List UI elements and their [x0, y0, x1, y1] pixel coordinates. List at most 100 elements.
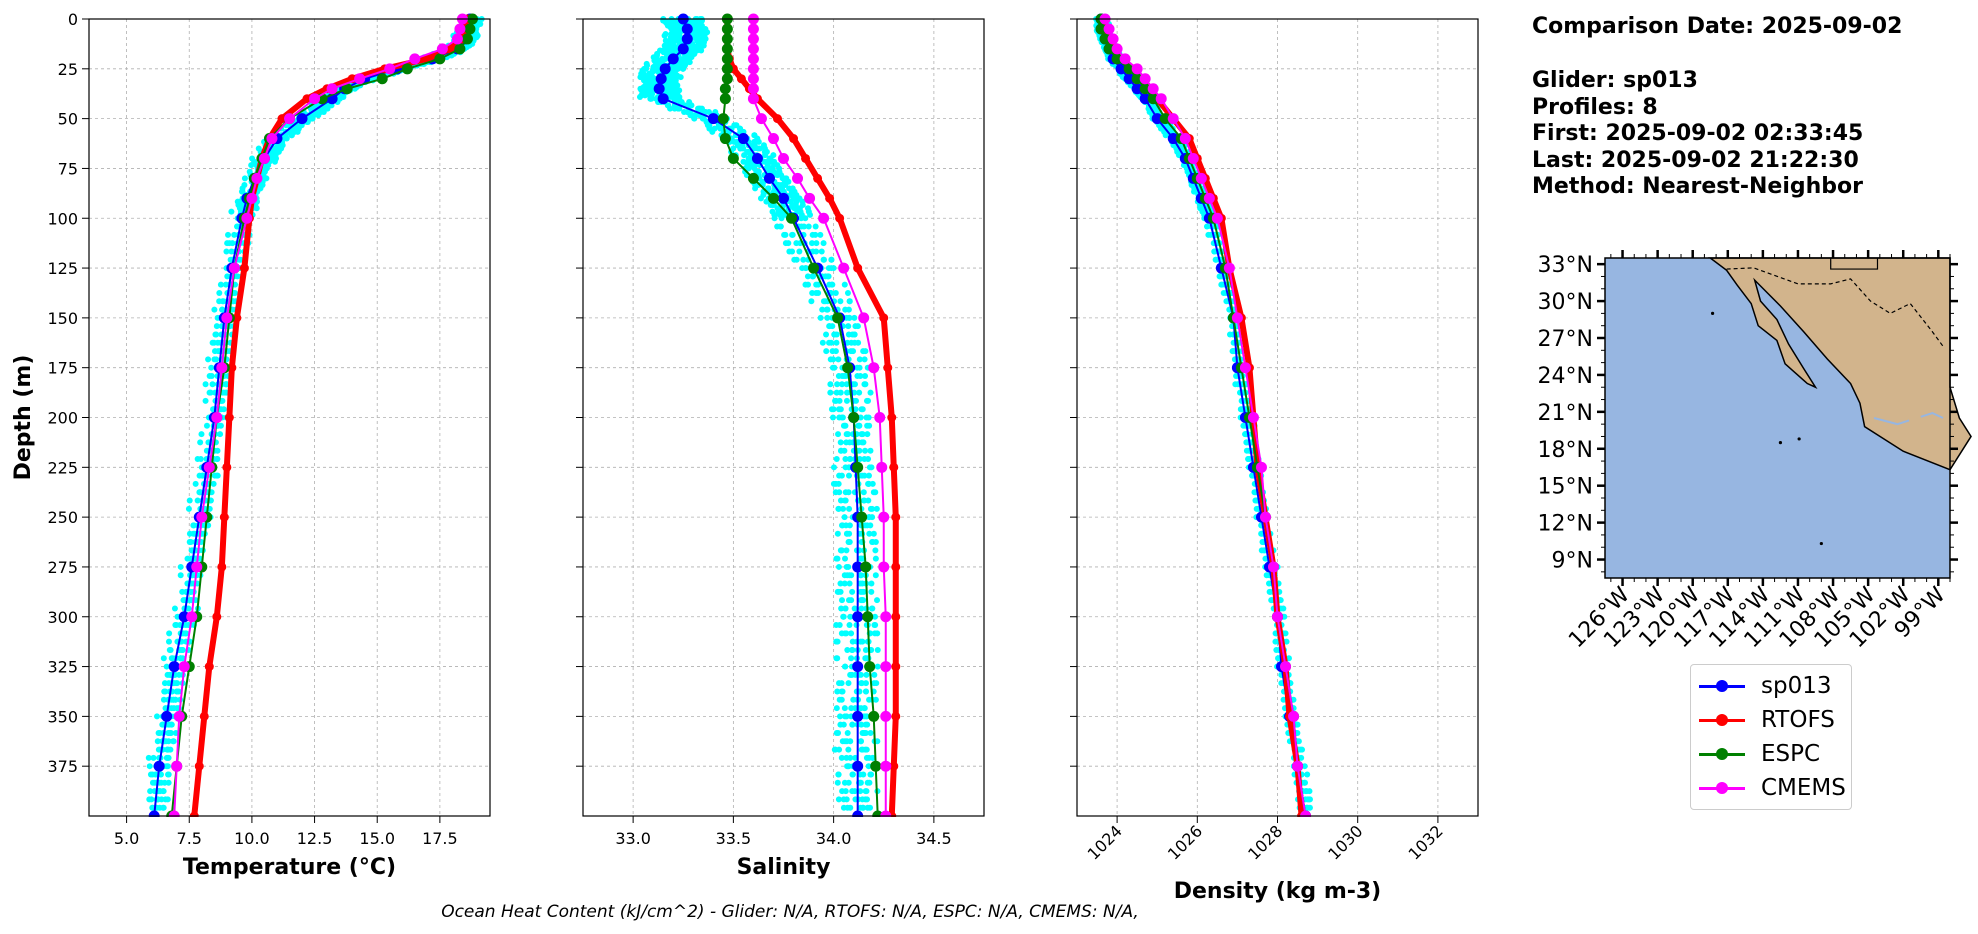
glider-profile-point — [220, 298, 227, 305]
glider-profile-point — [214, 456, 221, 463]
y-tick-label: 125 — [47, 259, 78, 278]
glider-profile-point — [869, 754, 876, 761]
glider-profile-point — [815, 281, 822, 288]
glider-profile-point — [860, 348, 867, 355]
glider-profile-point — [213, 356, 220, 363]
series-point-cmems — [1255, 461, 1267, 473]
glider-profile-point — [874, 738, 881, 745]
glider-profile-point — [833, 705, 840, 712]
series-point-espc — [1111, 53, 1123, 65]
glider-profile-point — [1205, 231, 1212, 238]
glider-profile-point — [167, 646, 174, 653]
glider-profile-point — [847, 456, 854, 463]
series-point-rtofs — [239, 263, 249, 273]
glider-profile-point — [805, 223, 812, 230]
series-point-cmems — [1155, 93, 1167, 105]
glider-profile-point — [217, 431, 224, 438]
glider-profile-point — [222, 281, 229, 288]
glider-profile-point — [1232, 381, 1239, 388]
glider-profile-point — [863, 671, 870, 678]
glider-profile-point — [1229, 348, 1236, 355]
glider-profile-point — [846, 439, 853, 446]
series-point-cmems — [818, 212, 830, 224]
glider-profile-point — [857, 738, 864, 745]
y-tick-label: 50 — [58, 110, 78, 129]
glider-profile-point — [833, 729, 840, 736]
glider-profile-point — [842, 422, 849, 429]
glider-profile-point — [180, 597, 187, 604]
chart-panel-1: 33.0 33.5 34.0 34.5 Salinity — [576, 13, 985, 880]
glider-profile-point — [241, 175, 248, 182]
glider-profile-point — [868, 771, 875, 778]
series-point-espc — [719, 133, 731, 145]
series-point-cmems — [1259, 511, 1271, 523]
glider-profile-point — [827, 389, 834, 396]
y-tick-label: 275 — [47, 558, 78, 577]
legend-item-cmems: CMEMS — [1699, 773, 1849, 803]
series-point-rtofs — [212, 612, 222, 622]
legend-item-sp013: sp013 — [1699, 671, 1849, 701]
series-point-rtofs — [217, 562, 227, 572]
glider-profile-point — [216, 289, 223, 296]
glider-profile-point — [857, 414, 864, 421]
series-point-espc — [721, 43, 733, 55]
series-point-rtofs — [887, 413, 897, 422]
series-point-cmems — [309, 93, 321, 105]
glider-profile-point — [650, 54, 657, 61]
glider-profile-point — [763, 198, 770, 205]
glider-profile-point — [198, 431, 205, 438]
series-point-espc — [454, 43, 466, 55]
series-point-espc — [717, 113, 729, 125]
glider-profile-point — [837, 439, 844, 446]
glider-profile-point — [845, 597, 852, 604]
glider-profile-point — [161, 779, 168, 786]
series-point-cmems — [196, 511, 208, 523]
series-point-rtofs — [219, 512, 229, 522]
glider-profile-point — [848, 630, 855, 637]
glider-profile-point — [770, 152, 777, 159]
glider-profile-point — [857, 779, 864, 786]
glider-profile-point — [858, 597, 865, 604]
series-point-cmems — [1139, 73, 1151, 85]
glider-profile-point — [845, 680, 852, 687]
glider-profile-point — [867, 804, 874, 811]
map-lat-label: 18°N — [1538, 438, 1593, 463]
glider-profile-point — [812, 223, 819, 230]
glider-profile-point — [842, 663, 849, 670]
glider-profile-point — [839, 372, 846, 379]
series-point-rtofs — [891, 711, 901, 721]
glider-profile-point — [867, 447, 874, 454]
glider-profile-point — [190, 522, 197, 529]
glider-profile-point — [791, 256, 798, 263]
glider-profile-point — [674, 82, 681, 89]
series-point-espc — [747, 172, 759, 184]
glider-profile-point — [789, 231, 796, 238]
series-point-cmems — [211, 412, 223, 423]
glider-profile-point — [861, 705, 868, 712]
series-point-sp013 — [751, 152, 763, 164]
glider-profile-point — [834, 530, 841, 537]
glider-profile-point — [755, 138, 762, 145]
series-point-rtofs — [232, 313, 242, 323]
glider-profile-point — [824, 314, 831, 321]
series-point-cmems — [1147, 83, 1159, 95]
glider-profile-point — [231, 231, 238, 238]
glider-profile-point — [664, 20, 671, 27]
series-point-cmems — [178, 661, 190, 673]
series-point-cmems — [1195, 172, 1207, 184]
series-point-cmems — [804, 192, 816, 204]
glider-profile-point — [858, 721, 865, 728]
series-point-cmems — [1167, 113, 1179, 125]
y-tick-label: 150 — [47, 309, 78, 328]
glider-profile-point — [185, 505, 192, 512]
y-tick-label: 0 — [68, 10, 78, 29]
glider-profile-point — [842, 605, 849, 612]
chart-panel-0: 5.0 7.5 10.0 12.5 15.0 17.5 0 25 50 75 100 125 150 17… — [11, 10, 491, 880]
series-point-rtofs — [825, 193, 835, 203]
series-point-cmems — [792, 172, 804, 184]
glider-profile-point — [220, 406, 227, 413]
series-point-cmems — [1267, 561, 1279, 573]
series-point-cmems — [221, 312, 233, 324]
glider-profile-point — [834, 688, 841, 695]
